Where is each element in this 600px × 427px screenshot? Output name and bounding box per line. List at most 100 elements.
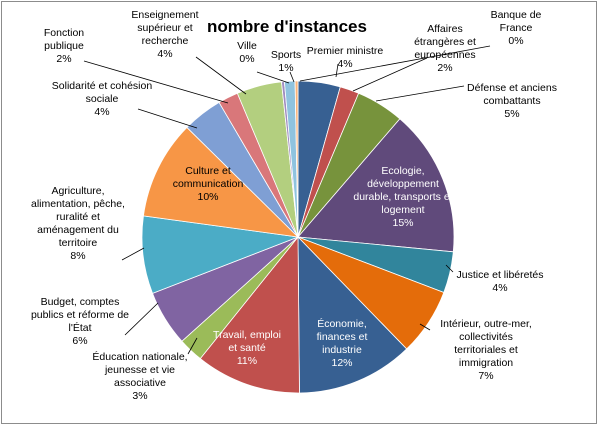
slice-label-17-line-1: France [500, 22, 533, 34]
slice-label-10-line-0: Agriculture, [51, 185, 104, 197]
slice-label-3-line-4: 15% [392, 217, 413, 229]
slice-label-10-line-1: alimentation, pêche, [31, 198, 125, 210]
slice-label-14-line-1: supérieur et [137, 22, 193, 34]
slice-label-14-line-0: Enseignement [131, 9, 198, 21]
slice-label-2-line-1: combattants [483, 95, 540, 107]
slice-label-15: Ville 0% [237, 40, 257, 65]
slice-label-8: Éducation nationale, jeunesse et vie assoc… [92, 350, 187, 402]
slice-label-9-line-3: 6% [72, 335, 87, 347]
leader-line-14 [195, 56, 247, 95]
slice-label-9-line-2: l'État [68, 321, 91, 334]
slice-label-6-line-3: 12% [331, 357, 352, 369]
pie-slice-3 [297, 118, 455, 253]
leader-line-0 [335, 63, 339, 78]
slice-label-11-line-0: Culture et [185, 165, 231, 177]
slice-label-5-line-3: immigration [459, 357, 513, 369]
slice-label-5-line-2: territoriales et [454, 344, 518, 356]
slice-label-10-line-3: aménagement du [37, 224, 119, 236]
slice-label-16-line-0: Sports [271, 49, 301, 61]
leader-line-4 [445, 264, 454, 273]
slice-label-5-line-4: 7% [478, 370, 493, 382]
slice-label-14-line-2: recherche [142, 35, 189, 47]
leader-line-16 [289, 71, 295, 83]
slice-label-3-line-2: durable, transports et [353, 191, 452, 203]
slice-label-16: Sports 1% [271, 49, 301, 74]
slice-label-1-line-1: étrangères et [414, 36, 476, 48]
leader-line-15 [256, 71, 290, 84]
slice-label-6: Économie, finances et industrie 12% [317, 317, 368, 369]
slice-label-17-line-2: 0% [508, 35, 523, 47]
leader-line-8 [187, 337, 198, 355]
slice-label-11-line-2: 10% [197, 191, 218, 203]
slice-label-1-line-0: Affaires [427, 23, 462, 35]
slice-label-14: Enseignement supérieur et recherche 4% [131, 9, 198, 60]
slice-label-3: Ecologie, développement durable, transport… [353, 165, 452, 229]
pie-slice-6 [297, 236, 408, 394]
slice-label-12-line-1: sociale [86, 93, 119, 105]
leader-lines-layer [83, 45, 491, 355]
slice-label-1: Affaires étrangères et européennes 2% [414, 23, 476, 74]
leader-line-12 [137, 108, 198, 129]
pie-slice-7 [199, 235, 300, 394]
slice-label-4: Justice et libéretés 4% [457, 269, 544, 294]
slice-label-7-line-0: Travail, emploi [213, 329, 281, 341]
slice-label-14-line-3: 4% [157, 48, 172, 60]
slice-label-11-line-1: communication [173, 178, 244, 190]
slice-label-13-line-1: publique [44, 40, 84, 52]
leader-line-17 [299, 45, 491, 82]
slice-label-2: Défense et anciens combattants 5% [467, 82, 557, 120]
slice-label-7-line-1: et santé [228, 342, 266, 354]
slice-label-3-line-0: Ecologie, [381, 165, 424, 177]
slice-label-7-line-2: 11% [237, 355, 257, 367]
slice-label-8-line-2: associative [114, 377, 166, 389]
slice-label-13-line-2: 2% [56, 53, 71, 65]
slice-label-2-line-2: 5% [504, 108, 519, 120]
slice-label-13-line-0: Fonction [44, 27, 84, 39]
slice-label-13: Fonction publique 2% [44, 27, 84, 65]
chart-title: nombre d'instances [207, 17, 367, 36]
slice-label-12-line-2: 4% [94, 106, 109, 118]
slice-label-0: Premier ministre 4% [307, 45, 384, 70]
leader-line-9 [124, 302, 159, 336]
pie-slice-11 [142, 126, 300, 238]
slice-label-12-line-0: Solidarité et cohésion [52, 80, 153, 92]
slice-label-5-line-1: collectivités [459, 331, 513, 343]
labels-layer: Premier ministre 4%Affaires étrangères et e… [31, 9, 557, 402]
slice-label-15-line-1: 0% [239, 53, 254, 65]
slice-label-8-line-1: jeunesse et vie [104, 364, 175, 376]
slice-label-10-line-2: ruralité et [56, 211, 100, 223]
slice-label-5: Intérieur, outre-mer, collectivités territ… [440, 318, 532, 382]
slice-label-0-line-1: 4% [337, 58, 352, 70]
slice-label-9-line-1: publics et réforme de [31, 309, 129, 321]
slice-label-3-line-1: développement [367, 178, 439, 190]
slice-label-10: Agriculture, alimentation, pêche, ruralité… [31, 185, 125, 262]
slice-label-5-line-0: Intérieur, outre-mer, [440, 318, 532, 330]
slice-label-7: Travail, emploi et santé 11% [213, 329, 281, 367]
leader-line-2 [375, 85, 465, 102]
slice-label-15-line-0: Ville [237, 40, 257, 52]
leader-line-10 [121, 247, 145, 261]
leader-line-1 [352, 57, 428, 92]
slice-label-6-line-2: industrie [322, 344, 362, 356]
slice-label-4-line-1: 4% [492, 282, 507, 294]
leader-line-13 [83, 60, 229, 104]
slice-label-10-line-5: 8% [70, 250, 85, 262]
leader-line-5 [419, 323, 431, 331]
slice-label-6-line-0: Économie, [317, 317, 367, 330]
slice-label-0-line-0: Premier ministre [307, 45, 384, 57]
slice-label-12: Solidarité et cohésion sociale 4% [52, 80, 153, 118]
slice-label-4-line-0: Justice et libéretés [457, 269, 544, 281]
slices-layer [141, 80, 455, 394]
slice-label-1-line-3: 2% [437, 62, 452, 74]
slice-label-10-line-4: territoire [59, 237, 98, 249]
slice-label-1-line-2: européennes [414, 49, 475, 61]
slice-label-6-line-1: finances et [317, 331, 368, 343]
slice-label-16-line-1: 1% [278, 62, 293, 74]
slice-label-8-line-3: 3% [132, 390, 147, 402]
slice-label-17: Banque de France 0% [491, 9, 542, 47]
pie-slice-17 [294, 80, 299, 238]
slice-label-9: Budget, comptes publics et réforme de l'Ét… [31, 296, 129, 347]
slice-label-11: Culture et communication 10% [173, 165, 244, 203]
slice-label-8-line-0: Éducation nationale, [92, 350, 187, 363]
